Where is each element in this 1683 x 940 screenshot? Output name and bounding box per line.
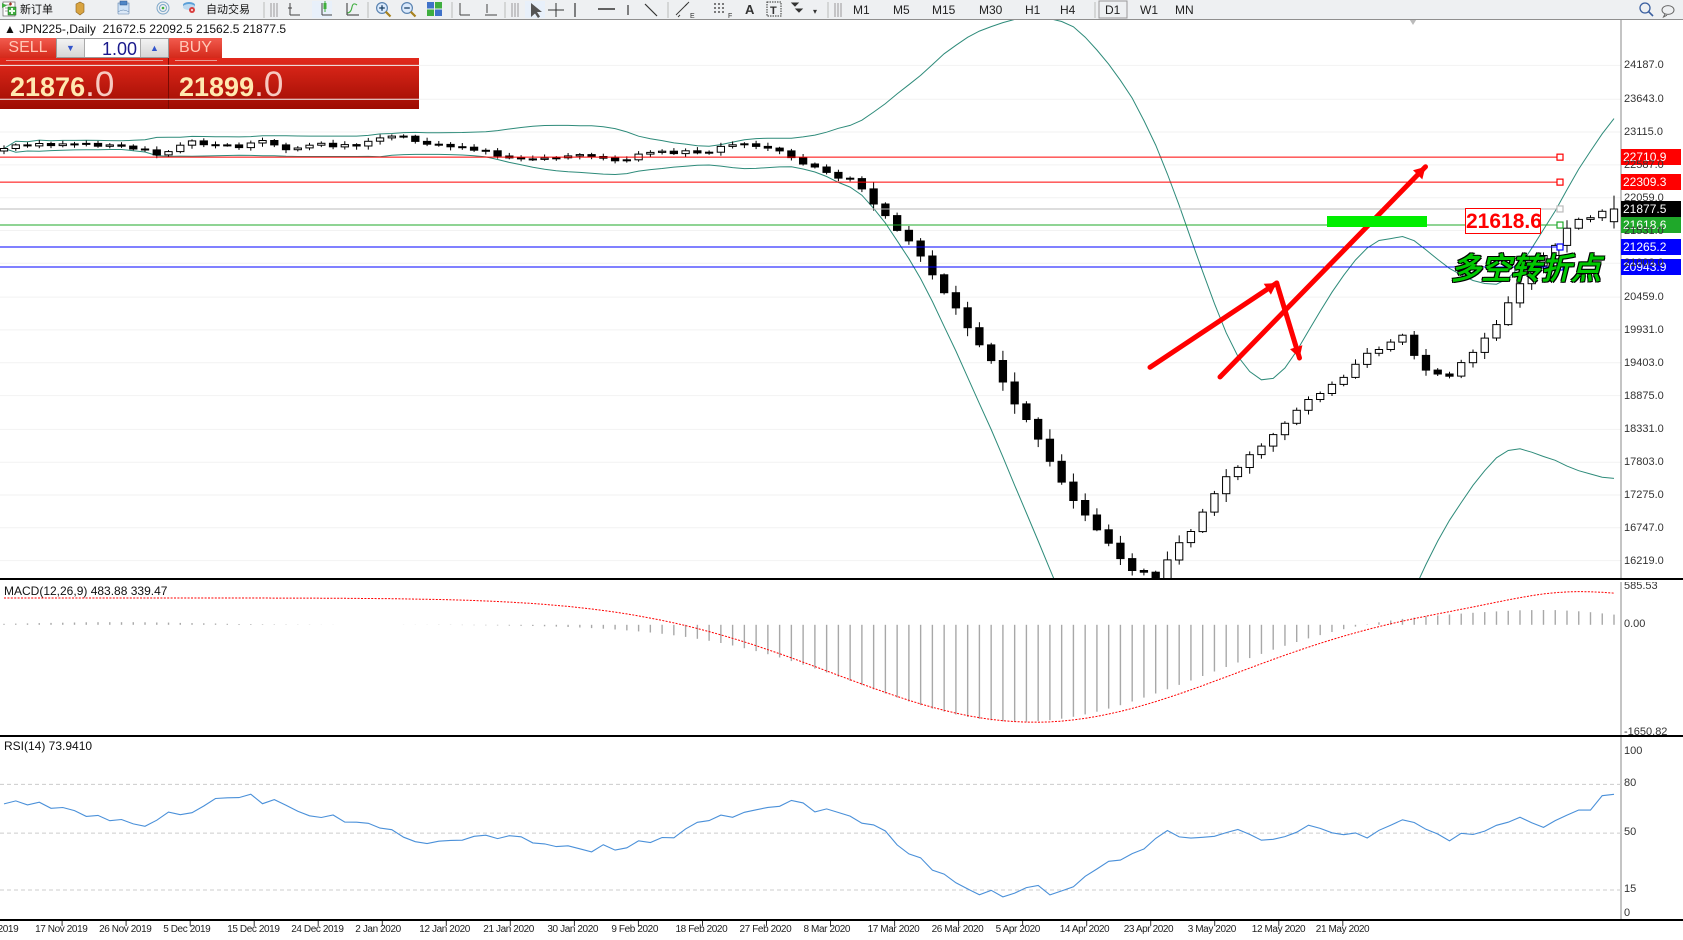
svg-text:自动交易: 自动交易 xyxy=(206,2,250,16)
svg-text:▾: ▾ xyxy=(813,7,817,16)
svg-text:M5: M5 xyxy=(893,3,910,17)
svg-text:M1: M1 xyxy=(853,3,870,17)
svg-text:T: T xyxy=(770,5,777,17)
svg-text:A: A xyxy=(745,2,755,17)
svg-text:新订单: 新订单 xyxy=(20,2,53,16)
svg-text:H1: H1 xyxy=(1025,3,1041,17)
svg-text:E: E xyxy=(690,13,695,20)
svg-text:D1: D1 xyxy=(1105,3,1121,17)
svg-text:H4: H4 xyxy=(1060,3,1076,17)
svg-text:M30: M30 xyxy=(979,3,1003,17)
svg-text:W1: W1 xyxy=(1140,3,1158,17)
svg-text:M15: M15 xyxy=(932,3,956,17)
svg-text:MN: MN xyxy=(1175,3,1194,17)
svg-text:F: F xyxy=(728,13,732,20)
